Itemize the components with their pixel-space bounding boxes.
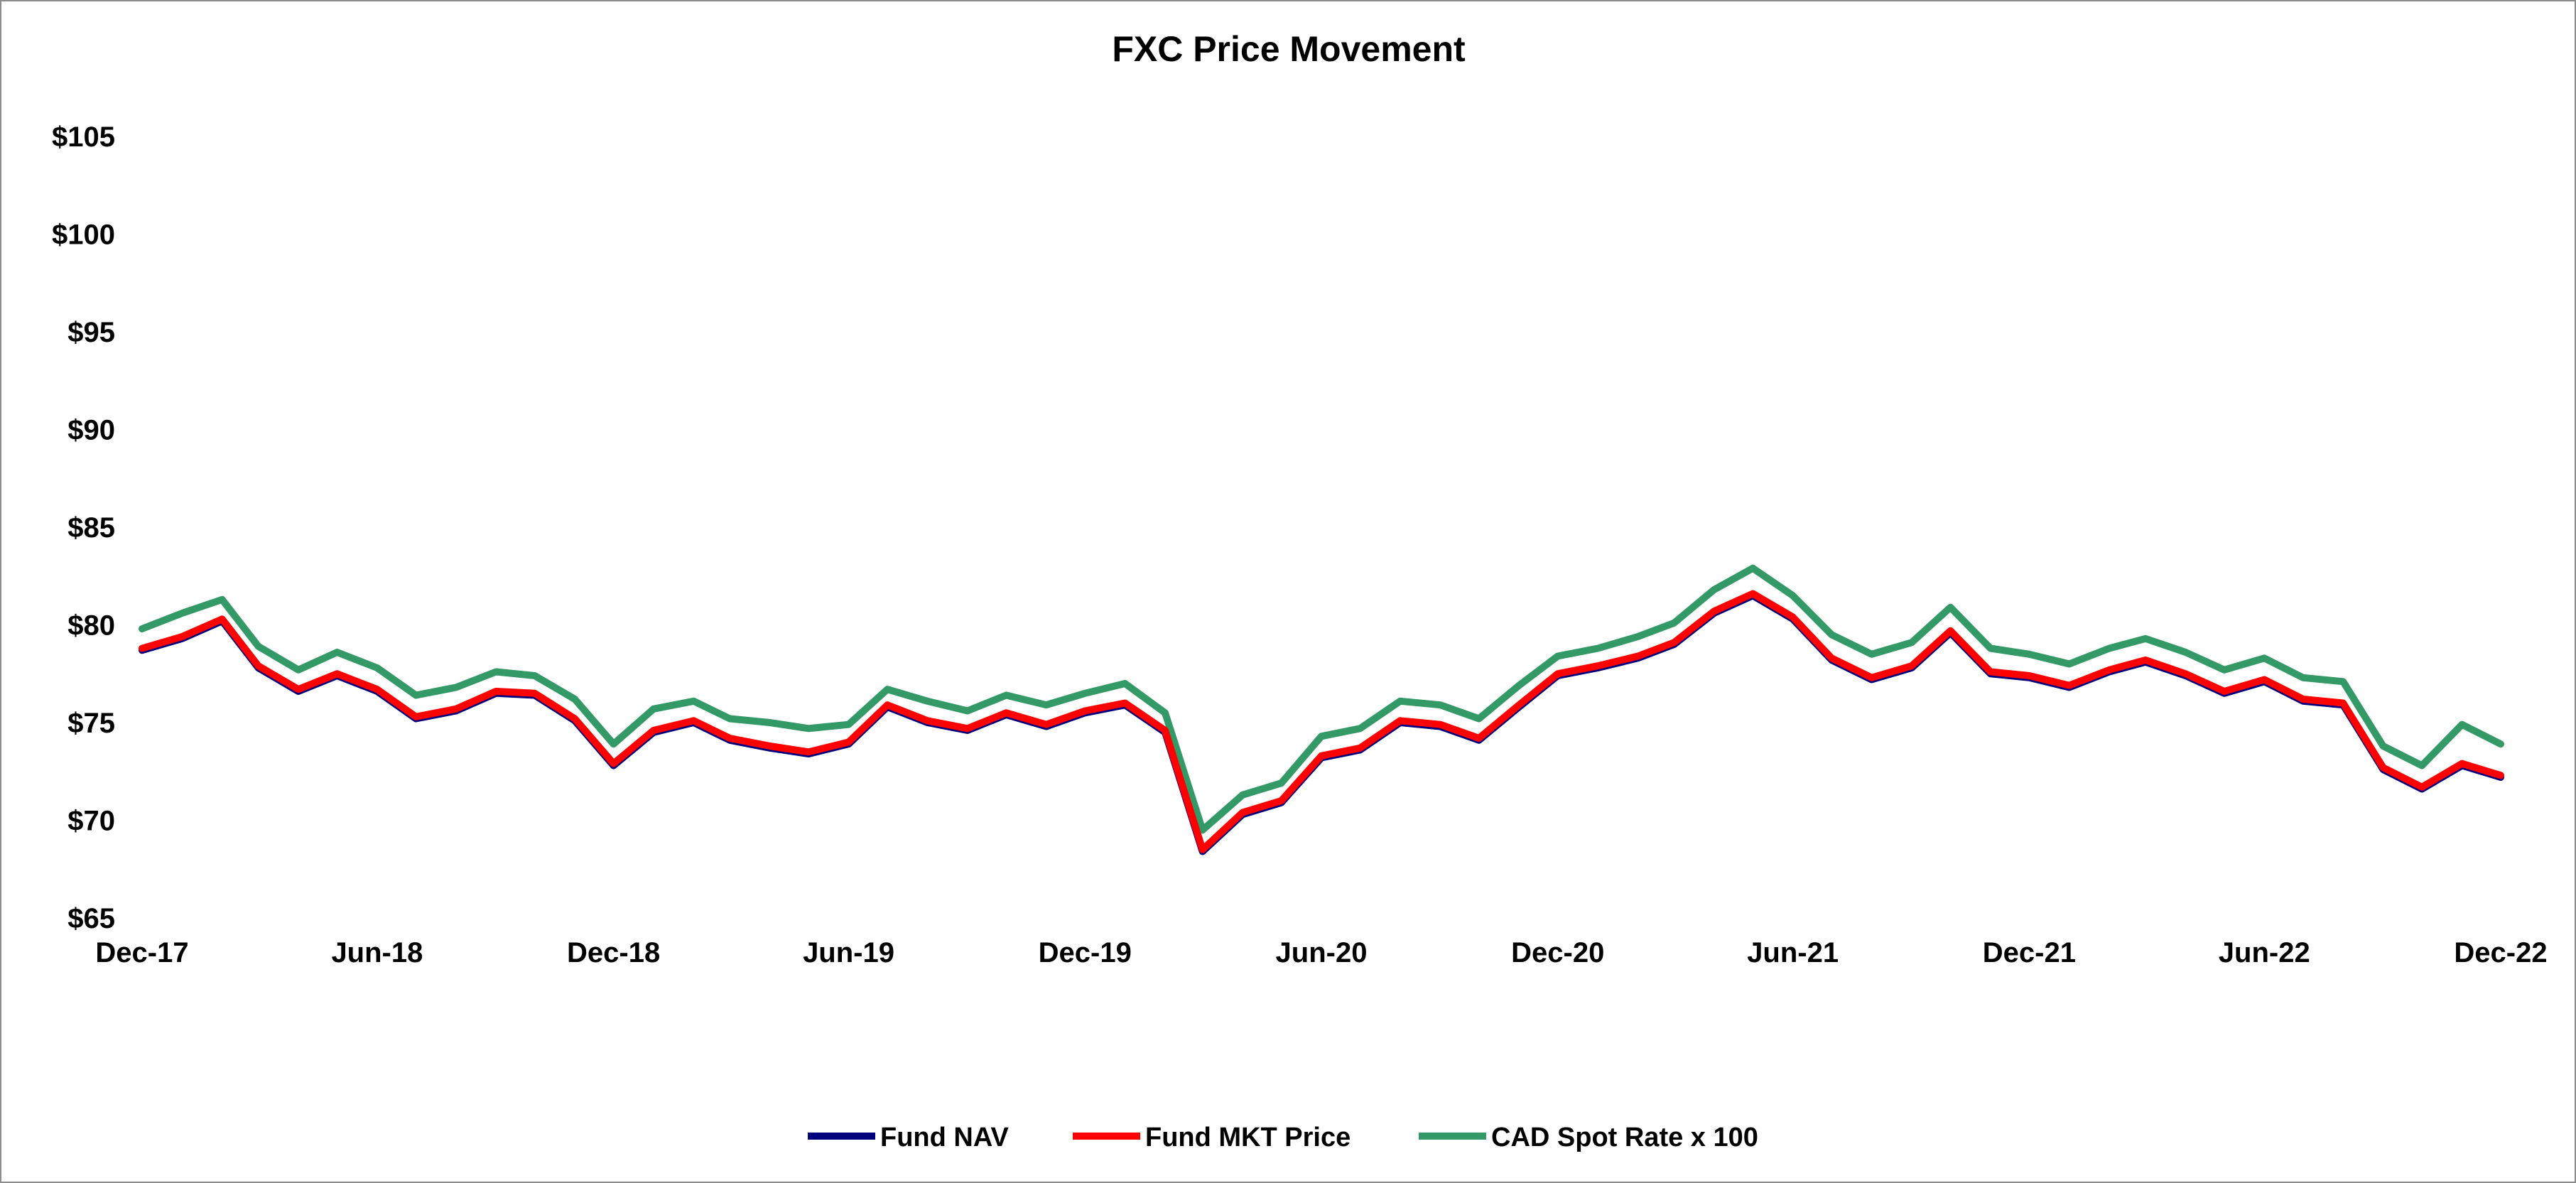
series-line-fund-mkt-price [139,590,2504,853]
legend: Fund NAV Fund MKT Price CAD Spot Rate x 10… [808,1123,1758,1152]
x-tick-label: Dec-22 [2454,937,2547,968]
x-tick-label: Dec-20 [1511,937,1604,968]
x-tick-label: Dec-18 [567,937,660,968]
y-tick-label: $95 [67,317,115,348]
y-axis: $65 $70 $75 $80 $85 $90 $95 $100 $105 [52,121,115,934]
x-axis: Dec-17 Jun-18 Dec-18 Jun-19 Dec-19 Jun-20 Dec-… [95,937,2547,968]
y-tick-label: $100 [52,220,115,251]
y-tick-label: $70 [67,806,115,837]
x-tick-label: Jun-20 [1276,937,1368,968]
y-tick-label: $105 [52,121,115,153]
x-tick-label: Jun-21 [1747,937,1839,968]
legend-label: CAD Spot Rate x 100 [1491,1123,1758,1152]
x-tick-label: Dec-19 [1039,937,1132,968]
y-tick-label: $65 [67,903,115,934]
y-tick-label: $80 [67,610,115,642]
y-tick-label: $90 [67,415,115,446]
x-tick-label: Jun-18 [331,937,423,968]
chart-title: FXC Price Movement [1112,29,1466,69]
x-tick-label: Jun-22 [2219,937,2310,968]
x-tick-label: Dec-21 [1983,937,2076,968]
y-tick-label: $75 [67,708,115,739]
legend-label: Fund NAV [880,1123,1009,1152]
y-tick-label: $85 [67,512,115,544]
series-line-cad-spot-rate [139,564,2504,834]
series-lines [139,564,2504,855]
x-tick-label: Dec-17 [95,937,188,968]
series-line-fund-nav [139,592,2504,855]
x-tick-label: Jun-19 [803,937,894,968]
legend-label: Fund MKT Price [1145,1123,1351,1152]
